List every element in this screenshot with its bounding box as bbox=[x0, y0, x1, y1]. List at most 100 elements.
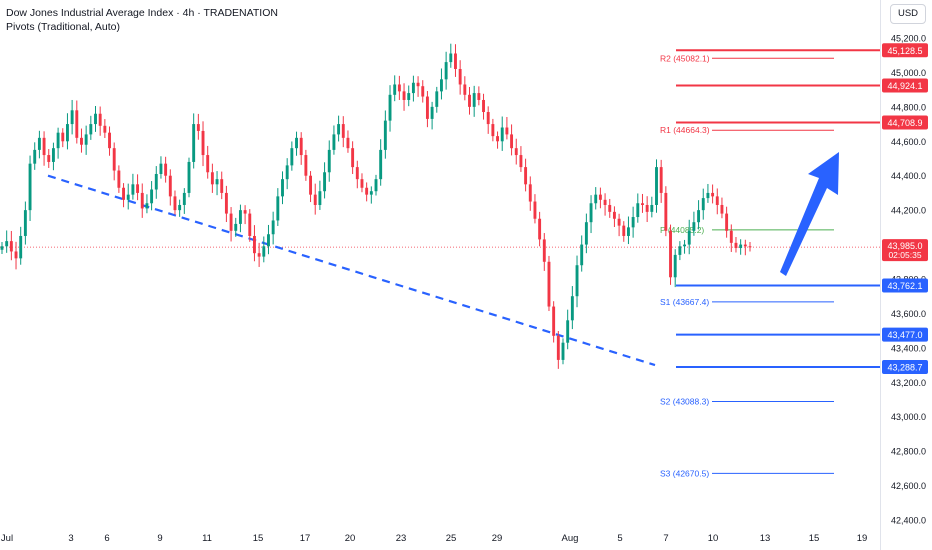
support-tag-label: 43,762.1 bbox=[887, 281, 922, 291]
up-arrow-annotation bbox=[780, 152, 839, 276]
candle-body bbox=[360, 179, 364, 188]
candle-body bbox=[627, 227, 630, 236]
pivot-label-r2: R2 (45082.1) bbox=[660, 53, 710, 63]
candle-body bbox=[108, 132, 111, 149]
candle-body bbox=[692, 222, 696, 231]
y-tick-label: 44,600.0 bbox=[891, 137, 926, 147]
resistance-tag bbox=[882, 115, 928, 130]
candle-body bbox=[706, 192, 710, 199]
candle-body bbox=[411, 82, 415, 94]
candle-body bbox=[351, 148, 355, 168]
candle-body bbox=[117, 170, 121, 188]
candle-body bbox=[388, 94, 392, 121]
candle-body bbox=[276, 196, 280, 221]
candle-body bbox=[533, 201, 537, 219]
candle-body bbox=[664, 192, 668, 231]
candle-body bbox=[594, 194, 598, 204]
resistance-tag-label: 44,924.1 bbox=[887, 81, 922, 91]
candle-body bbox=[94, 113, 97, 125]
candle-body bbox=[33, 149, 37, 164]
x-tick-label: 15 bbox=[809, 533, 820, 544]
candle-body bbox=[683, 244, 686, 247]
candle-body bbox=[425, 96, 429, 119]
candle-body bbox=[224, 192, 228, 214]
candle-body bbox=[66, 124, 69, 142]
candle-body bbox=[47, 155, 51, 162]
candle-body bbox=[584, 222, 588, 245]
y-tick-label: 42,600.0 bbox=[891, 481, 926, 491]
x-tick-label: 19 bbox=[857, 533, 868, 544]
candle-body bbox=[575, 265, 579, 297]
candle-body bbox=[697, 210, 701, 223]
x-tick-label: 10 bbox=[708, 533, 719, 544]
candle-body bbox=[603, 199, 607, 205]
x-tick-label: 7 bbox=[663, 533, 668, 544]
candle-body bbox=[187, 161, 191, 193]
candle-body bbox=[14, 251, 18, 259]
candle-body bbox=[23, 210, 27, 236]
candle-body bbox=[542, 239, 546, 262]
candle-body bbox=[650, 204, 654, 212]
candle-body bbox=[346, 137, 350, 149]
symbol-title: Dow Jones Industrial Average Index · 4h … bbox=[6, 7, 278, 19]
resistance-tag-label: 45,128.5 bbox=[887, 46, 922, 56]
candle-body bbox=[285, 165, 289, 180]
candle-body bbox=[215, 179, 219, 185]
x-tick-label: Jul bbox=[1, 533, 13, 544]
candle-body bbox=[75, 110, 79, 138]
candle-body bbox=[655, 167, 658, 205]
y-tick-label: 42,800.0 bbox=[891, 447, 926, 457]
candle-body bbox=[229, 213, 233, 231]
candle-body bbox=[210, 172, 214, 185]
candle-body bbox=[430, 106, 434, 119]
candle-body bbox=[28, 163, 32, 211]
candle-body bbox=[678, 246, 682, 255]
candle-body bbox=[337, 124, 341, 135]
currency-button[interactable]: USD bbox=[890, 4, 926, 24]
y-tick-label: 44,400.0 bbox=[891, 171, 926, 181]
candle-body bbox=[84, 134, 88, 145]
candle-body bbox=[70, 110, 74, 125]
candle-body bbox=[641, 203, 644, 205]
y-tick-label: 43,000.0 bbox=[891, 412, 926, 422]
candle-body bbox=[538, 218, 542, 240]
candle-body bbox=[519, 155, 523, 168]
candle-body bbox=[178, 204, 182, 211]
candle-body bbox=[580, 244, 584, 266]
pivot-label-s2: S2 (43088.3) bbox=[660, 397, 709, 407]
candle-body bbox=[729, 230, 733, 243]
indicator-label: Pivots (Traditional, Auto) bbox=[6, 21, 120, 33]
y-tick-label: 44,800.0 bbox=[891, 102, 926, 112]
x-tick-label: 13 bbox=[760, 533, 771, 544]
support-tag-label: 43,288.7 bbox=[887, 363, 922, 373]
candle-body bbox=[313, 194, 317, 205]
candle-body bbox=[669, 230, 672, 278]
support-tag bbox=[882, 278, 928, 293]
candle-body bbox=[323, 172, 327, 192]
candle-body bbox=[37, 137, 41, 150]
candle-body bbox=[402, 91, 406, 100]
candle-body bbox=[514, 148, 518, 156]
candle-body bbox=[589, 203, 593, 223]
candle-body bbox=[281, 179, 284, 197]
candle-body bbox=[309, 175, 312, 195]
candle-body bbox=[150, 189, 154, 204]
candle-body bbox=[112, 148, 116, 171]
candle-body bbox=[9, 241, 13, 252]
candle-body bbox=[206, 155, 210, 173]
candle-body bbox=[598, 194, 602, 200]
candle-body bbox=[61, 132, 65, 142]
y-tick-label: 43,600.0 bbox=[891, 309, 926, 319]
candle-body bbox=[491, 124, 495, 137]
x-tick-label: 11 bbox=[202, 533, 212, 544]
candle-body bbox=[552, 306, 556, 336]
candle-body bbox=[631, 217, 635, 228]
candle-body bbox=[369, 191, 373, 195]
candle-body bbox=[248, 213, 252, 236]
candle-body bbox=[486, 112, 490, 125]
candle-body bbox=[510, 134, 514, 149]
x-tick-label: 3 bbox=[68, 533, 73, 544]
candle-body bbox=[131, 184, 135, 195]
candle-body bbox=[711, 192, 715, 197]
